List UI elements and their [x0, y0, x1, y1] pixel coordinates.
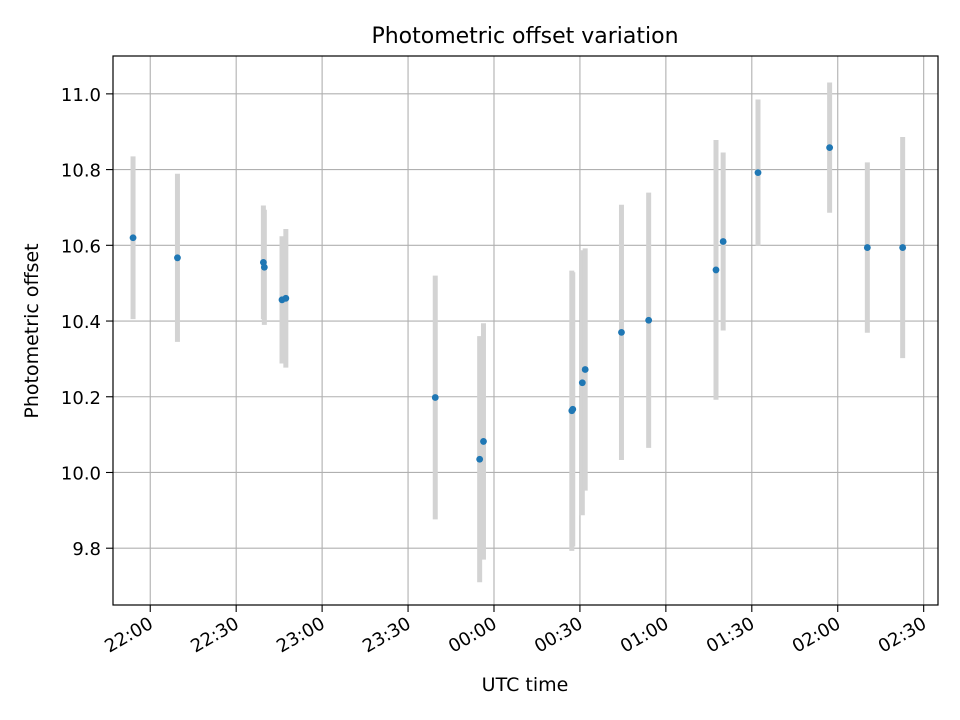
x-tick-label: 22:30: [187, 613, 242, 657]
x-tick-label: 01:30: [703, 613, 758, 657]
y-tick-label: 10.2: [61, 388, 101, 409]
data-point: [863, 244, 871, 251]
data-point: [754, 169, 762, 177]
chart-title: Photometric offset variation: [371, 24, 678, 49]
x-tick-label: 01:00: [617, 613, 672, 657]
y-tick-label: 11.0: [61, 85, 101, 106]
data-point: [476, 455, 484, 463]
data-point: [480, 438, 487, 445]
data-point: [719, 238, 727, 245]
data-points: [129, 144, 907, 463]
data-point: [282, 294, 290, 302]
data-point: [899, 244, 907, 251]
y-axis-ticks: 9.8 10.0 10.2 10.4 10.6 10.8 11.0: [61, 85, 113, 560]
x-tick-label: 00:00: [445, 613, 500, 657]
data-point: [712, 266, 720, 274]
x-axis-ticks: 22:00 22:30 23:00 23:30 00:00 00:30 01:00 01:30…: [101, 605, 930, 657]
x-axis-label: UTC time: [482, 674, 569, 696]
x-tick-label: 23:30: [359, 613, 414, 657]
data-point: [174, 254, 181, 262]
y-tick-label: 9.8: [72, 539, 101, 560]
grid: [113, 56, 938, 605]
x-tick-label: 02:00: [789, 613, 844, 657]
y-tick-label: 10.6: [61, 236, 101, 257]
errorbars: [130, 82, 906, 583]
plot-frame: [112, 55, 939, 606]
y-tick-label: 10.8: [61, 161, 101, 182]
data-point: [581, 366, 589, 373]
data-point: [260, 263, 268, 271]
data-point: [129, 234, 137, 242]
y-tick-label: 10.4: [61, 312, 101, 333]
x-tick-label: 22:00: [101, 613, 156, 657]
data-point: [578, 379, 586, 387]
y-tick-label: 10.0: [61, 463, 101, 484]
data-point: [569, 405, 577, 413]
x-tick-label: 00:30: [531, 613, 586, 657]
data-point: [431, 394, 439, 401]
x-tick-label: 02:30: [875, 613, 930, 657]
x-tick-label: 23:00: [273, 613, 328, 657]
data-point: [645, 316, 653, 324]
y-axis-label: Photometric offset: [21, 243, 43, 418]
data-point: [826, 144, 834, 152]
data-point: [618, 328, 625, 336]
